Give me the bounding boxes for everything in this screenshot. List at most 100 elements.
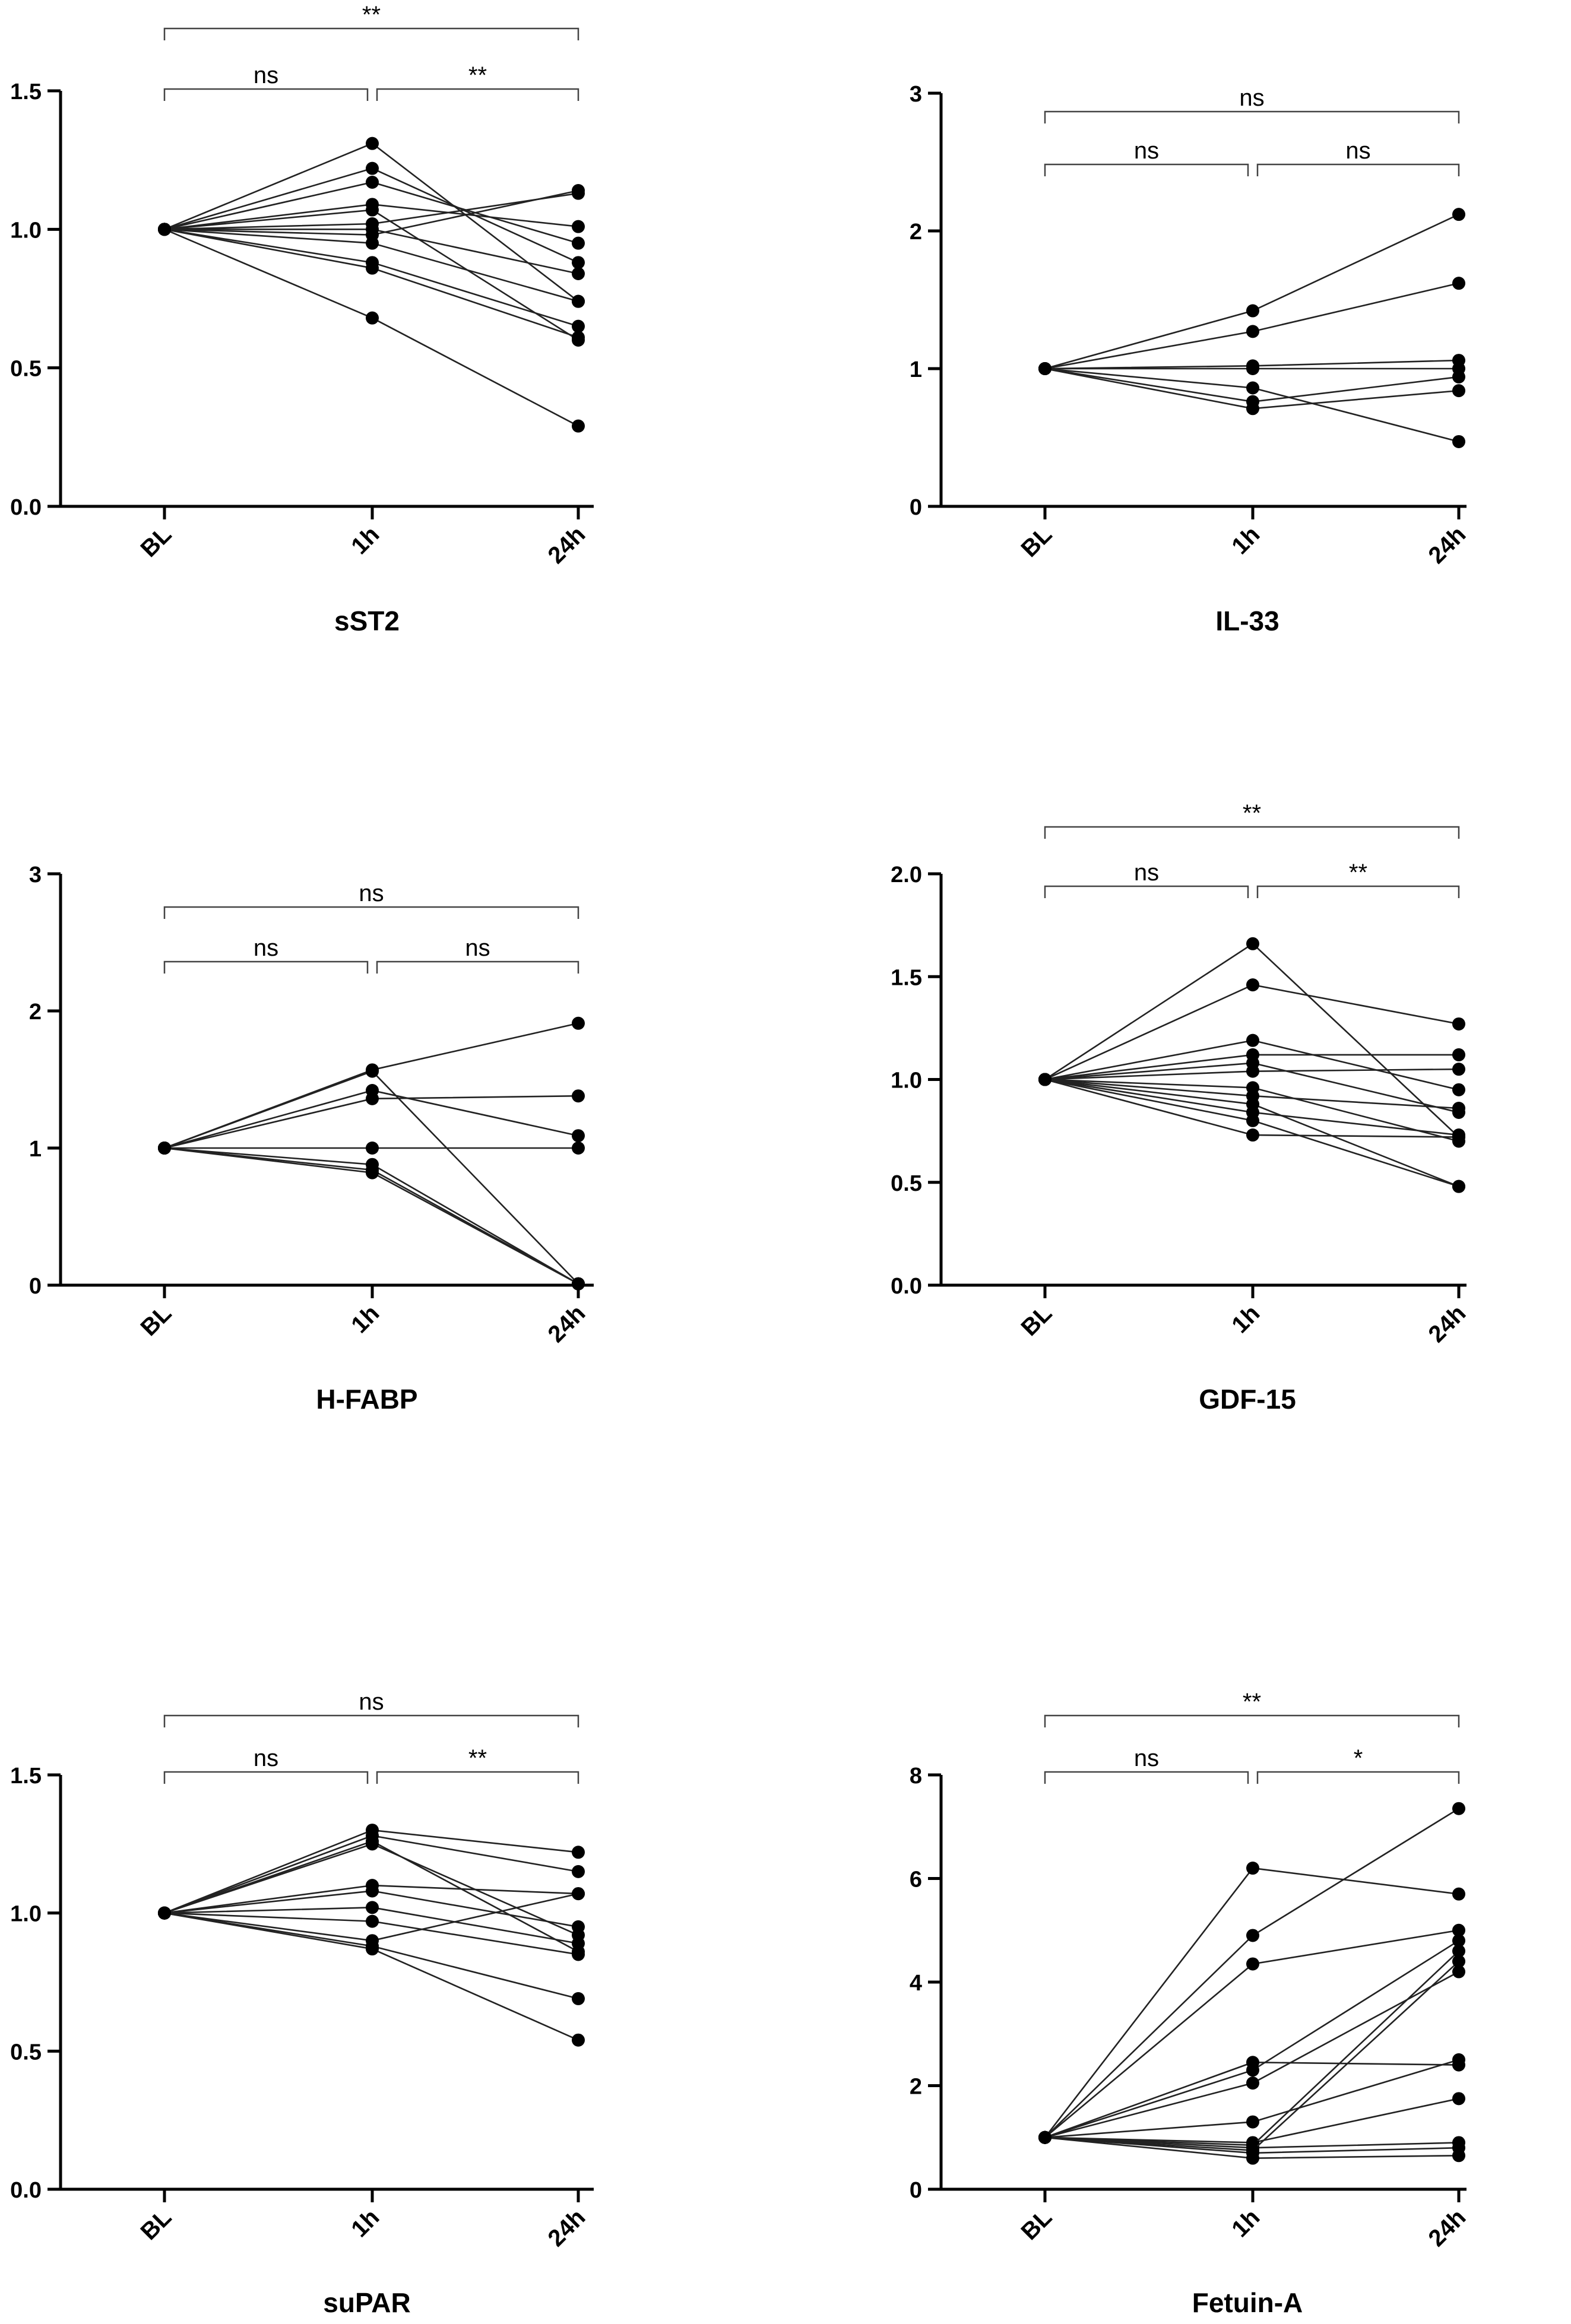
significance-label: ** xyxy=(468,62,487,88)
data-point xyxy=(1246,402,1259,416)
data-point xyxy=(572,1142,585,1155)
data-point xyxy=(366,1901,379,1914)
y-tick-label: 1 xyxy=(910,357,922,382)
data-point xyxy=(572,1887,585,1901)
data-point xyxy=(366,176,379,189)
y-tick-label: 1 xyxy=(29,1137,42,1162)
data-point xyxy=(572,1016,585,1030)
bracket-line xyxy=(1256,1771,1460,1784)
y-tick-label: 0 xyxy=(910,2178,922,2203)
x-tick-label-1h: 1h xyxy=(1227,521,1265,559)
significance-bracket: ns xyxy=(163,1745,369,1784)
data-point xyxy=(572,1992,585,2005)
significance-label: ns xyxy=(1345,138,1370,164)
data-point xyxy=(572,256,585,270)
y-tick-label: 8 xyxy=(910,1764,922,1789)
bracket-line xyxy=(1044,826,1460,839)
x-tick-label-24h: 24h xyxy=(543,1300,591,1348)
data-point xyxy=(1452,1063,1465,1076)
data-point xyxy=(1246,1064,1259,1078)
data-point xyxy=(366,1942,379,1956)
data-point xyxy=(572,419,585,433)
y-tick-label: 2 xyxy=(29,1000,42,1025)
significance-label: ns xyxy=(1239,85,1264,111)
panel-sst2: 0.0 0.5 1.0 1.5 BL 1h 24h ns ** ** sST2 xyxy=(10,2,594,636)
y-tick-label: 0.5 xyxy=(10,357,42,382)
data-point xyxy=(572,220,585,233)
data-point xyxy=(1452,1802,1465,1815)
data-point xyxy=(1452,2053,1465,2066)
data-point xyxy=(1246,937,1259,950)
data-point xyxy=(1452,1048,1465,1061)
significance-bracket: * xyxy=(1256,1745,1460,1784)
data-point xyxy=(1452,1923,1465,1937)
panel-title: Fetuin-A xyxy=(1192,2287,1303,2318)
significance-label: ns xyxy=(254,62,278,88)
data-point xyxy=(1452,277,1465,290)
bracket-line xyxy=(1044,1714,1460,1727)
significance-label: ns xyxy=(359,880,384,906)
significance-bracket: ** xyxy=(1044,800,1460,839)
x-tick-label-1h: 1h xyxy=(1227,1300,1265,1338)
x-tick-label-bl: BL xyxy=(1016,521,1057,562)
y-tick-label: 0.5 xyxy=(10,2040,42,2065)
panel-gdf-15: 0.0 0.5 1.0 1.5 2.0 BL 1h 24h ns ** ** GDF-15 xyxy=(891,800,1471,1415)
data-point xyxy=(366,311,379,325)
data-point xyxy=(1246,362,1259,375)
data-point xyxy=(1038,362,1051,375)
bracket-line xyxy=(163,1714,579,1727)
data-point xyxy=(572,1920,585,1933)
significance-label: ns xyxy=(1134,1745,1159,1771)
significance-label: ** xyxy=(1349,860,1367,886)
data-point xyxy=(1452,2092,1465,2106)
data-point xyxy=(1452,1887,1465,1901)
significance-bracket: ns xyxy=(163,935,369,974)
x-tick-label-bl: BL xyxy=(136,1300,177,1341)
data-point xyxy=(572,236,585,250)
panel-title: GDF-15 xyxy=(1199,1384,1296,1415)
bracket-line xyxy=(376,960,579,974)
y-tick-label: 6 xyxy=(910,1868,922,1892)
data-point xyxy=(158,1906,171,1920)
data-point xyxy=(158,223,171,236)
data-point xyxy=(1246,304,1259,318)
y-tick-label: 1.0 xyxy=(10,1902,42,1927)
data-point xyxy=(366,1166,379,1180)
significance-bracket: ** xyxy=(376,62,579,101)
significance-label: * xyxy=(1354,1745,1363,1771)
data-point xyxy=(366,1142,379,1155)
y-tick-label: 1.5 xyxy=(10,80,42,104)
x-tick-label-24h: 24h xyxy=(543,2204,591,2252)
significance-label: ** xyxy=(1243,1689,1261,1715)
y-tick-label: 1.5 xyxy=(891,965,922,990)
data-point xyxy=(1038,1073,1051,1086)
data-point xyxy=(572,331,585,344)
data-point xyxy=(1452,1944,1465,1958)
bracket-line xyxy=(1044,1771,1249,1784)
bracket-line xyxy=(1044,885,1249,898)
panel-title: IL-33 xyxy=(1215,605,1279,636)
data-point xyxy=(1246,2115,1259,2129)
y-tick-label: 1.0 xyxy=(10,218,42,243)
x-tick-label-bl: BL xyxy=(1016,1300,1057,1341)
significance-label: ns xyxy=(1134,138,1159,164)
significance-bracket: ns xyxy=(1044,85,1460,123)
data-point xyxy=(158,1142,171,1155)
panel-title: H-FABP xyxy=(316,1384,417,1415)
x-tick-label-1h: 1h xyxy=(346,1300,384,1338)
data-point xyxy=(1246,325,1259,338)
data-point xyxy=(1452,1130,1465,1144)
data-point xyxy=(572,2033,585,2047)
data-point xyxy=(1246,1114,1259,1127)
significance-label: ** xyxy=(1243,800,1261,826)
bracket-line xyxy=(163,88,369,101)
data-point xyxy=(366,261,379,275)
data-point xyxy=(366,137,379,150)
x-tick-label-1h: 1h xyxy=(346,2204,384,2242)
series-line xyxy=(1044,1867,1459,2138)
data-point xyxy=(1038,2130,1051,2144)
bracket-line xyxy=(163,960,369,974)
x-tick-label-bl: BL xyxy=(1016,2204,1057,2245)
